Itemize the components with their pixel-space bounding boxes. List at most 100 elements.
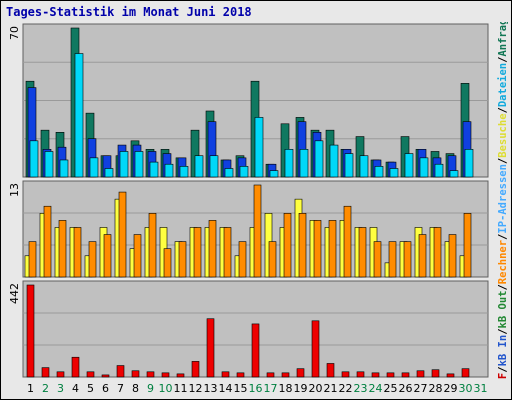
bar-seiten-day-25 (389, 168, 399, 178)
legend-item-4: Rechner (497, 239, 509, 285)
bar-rechner-day-15 (238, 241, 247, 278)
bar-rechner-day-14 (223, 227, 232, 278)
bar-seiten-day-11 (179, 166, 189, 178)
bar-seiten-day-24 (374, 166, 384, 178)
bar-kb-f-day-3 (56, 371, 65, 378)
legend-text: kB F/kB In/kB Out/Rechner/IP-Adressen/Be… (497, 22, 509, 382)
bar-seiten-day-17 (269, 170, 279, 178)
day-label-1: 1 (27, 382, 34, 395)
bar-kb-f-day-29 (446, 373, 455, 378)
bar-kb-f-day-10 (161, 372, 170, 378)
bar-seiten-day-8 (134, 151, 144, 178)
bar-kb-f-day-17 (266, 372, 275, 378)
day-label-28: 28 (429, 382, 443, 395)
bar-rechner-day-27 (418, 234, 427, 278)
legend-separator: / (497, 284, 509, 291)
bar-seiten-day-19 (299, 149, 309, 178)
day-label-24: 24 (369, 382, 383, 395)
bar-kb-f-day-2 (41, 367, 50, 378)
bar-kb-f-day-20 (311, 320, 320, 378)
bar-rechner-day-5 (88, 241, 97, 278)
bar-kb-f-day-11 (176, 373, 185, 378)
bar-kb-f-day-5 (86, 371, 95, 378)
day-label-25: 25 (384, 382, 398, 395)
day-label-7: 7 (117, 382, 124, 395)
day-label-3: 3 (57, 382, 64, 395)
legend-item-2: kB In (497, 334, 509, 367)
bar-rechner-day-13 (208, 220, 217, 278)
legend-separator: / (497, 328, 509, 335)
day-label-23: 23 (354, 382, 368, 395)
bar-rechner-day-11 (178, 241, 187, 278)
bar-seiten-day-18 (284, 149, 294, 178)
bar-kb-f-day-27 (416, 370, 425, 378)
legend-separator: / (497, 56, 509, 63)
bar-kb-f-day-23 (356, 371, 365, 378)
bar-kb-f-day-30 (461, 368, 470, 378)
bar-rechner-day-4 (73, 227, 82, 278)
bar-kb-f-day-16 (251, 323, 260, 378)
day-label-22: 22 (339, 382, 353, 395)
bar-seiten-day-1 (29, 140, 39, 178)
day-label-27: 27 (414, 382, 428, 395)
bar-rechner-day-12 (193, 227, 202, 278)
day-label-17: 17 (264, 382, 278, 395)
bar-rechner-day-6 (103, 234, 112, 278)
day-label-5: 5 (87, 382, 94, 395)
bar-kb-f-day-14 (221, 371, 230, 378)
legend-item-5: IP-Adressen (497, 164, 509, 234)
day-label-18: 18 (279, 382, 293, 395)
day-label-2: 2 (42, 382, 49, 395)
legend-separator: / (497, 157, 509, 165)
bar-seiten-day-23 (359, 155, 369, 178)
bar-seiten-day-26 (404, 153, 414, 178)
bar-seiten-day-12 (194, 155, 204, 178)
bar-rechner-day-26 (403, 241, 412, 278)
bar-kb-f-day-26 (401, 372, 410, 378)
bar-kb-f-day-18 (281, 372, 290, 378)
legend: kB F/kB In/kB Out/Rechner/IP-Adressen/Be… (496, 22, 510, 382)
bar-rechner-day-17 (268, 241, 277, 278)
bar-kb-f-day-6 (101, 374, 110, 378)
legend-separator: / (497, 107, 509, 114)
bar-seiten-day-22 (344, 153, 354, 178)
bar-kb-f-day-28 (431, 369, 440, 378)
bar-kb-f-day-9 (146, 371, 155, 378)
bar-seiten-day-13 (209, 155, 219, 178)
bar-kb-f-day-13 (206, 318, 215, 378)
day-label-8: 8 (132, 382, 139, 395)
day-label-19: 19 (294, 382, 308, 395)
ymax-label-kb: 442 (8, 283, 21, 304)
bar-seiten-day-6 (104, 168, 114, 178)
bar-seiten-day-2 (44, 151, 54, 178)
bar-rechner-day-9 (148, 213, 157, 278)
bar-seiten-day-16 (254, 117, 264, 178)
bar-kb-f-day-25 (386, 372, 395, 378)
bar-rechner-day-10 (163, 248, 172, 278)
legend-item-8: Anfragen (497, 22, 509, 57)
bar-seiten-day-21 (329, 144, 339, 178)
day-label-10: 10 (159, 382, 173, 395)
bar-kb-f-day-24 (371, 372, 380, 378)
legend-item-7: Dateien (497, 62, 509, 108)
bar-seiten-day-7 (119, 151, 129, 178)
bar-seiten-day-29 (449, 170, 459, 178)
bar-seiten-day-14 (224, 168, 234, 178)
bar-rechner-day-29 (448, 234, 457, 278)
bar-rechner-day-8 (133, 234, 142, 278)
legend-separator: / (497, 366, 509, 373)
bar-seiten-day-5 (89, 157, 99, 178)
bar-kb-f-day-22 (341, 371, 350, 378)
bar-kb-f-day-1 (26, 284, 35, 378)
bar-rechner-day-18 (283, 213, 292, 278)
bar-rechner-day-21 (328, 220, 337, 278)
bar-rechner-day-19 (298, 213, 307, 278)
day-label-11: 11 (174, 382, 188, 395)
day-label-4: 4 (72, 382, 79, 395)
day-label-9: 9 (147, 382, 154, 395)
day-label-6: 6 (102, 382, 109, 395)
bar-rechner-day-23 (358, 227, 367, 278)
day-label-29: 29 (444, 382, 458, 395)
legend-item-6: Besuche (497, 113, 509, 158)
day-label-26: 26 (399, 382, 413, 395)
